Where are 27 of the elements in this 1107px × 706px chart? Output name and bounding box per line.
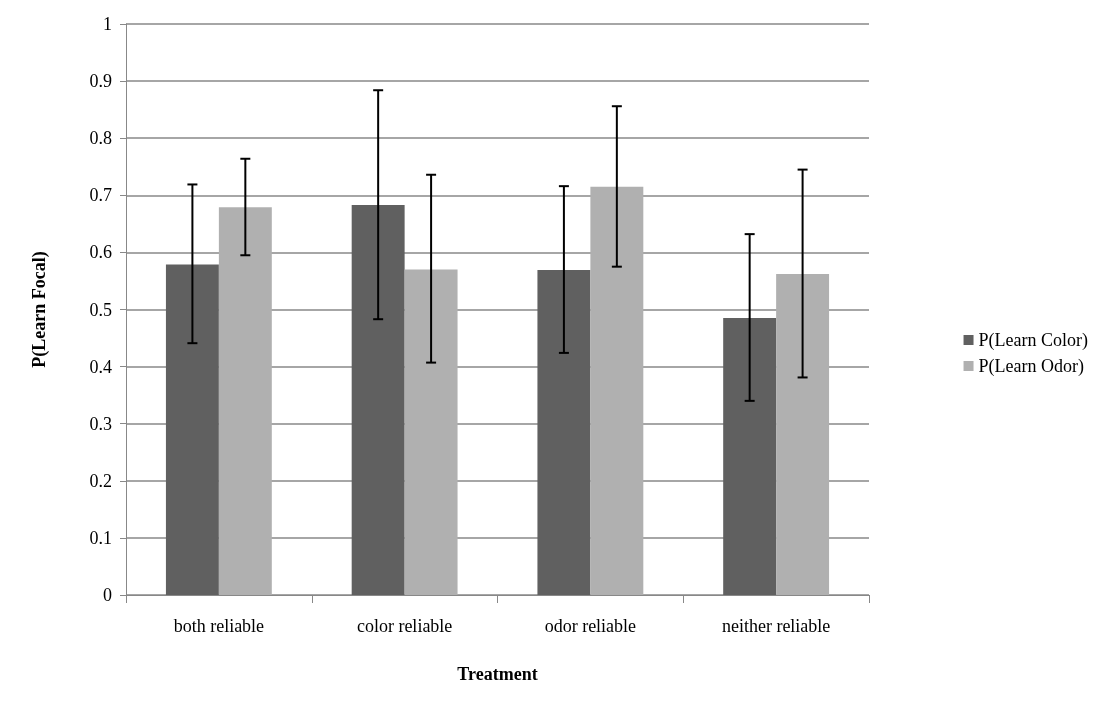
bar	[165, 264, 219, 595]
y-tick-label: 0.5	[89, 299, 112, 320]
x-tick-label: odor reliable	[544, 616, 637, 636]
x-axis-title: Treatment	[457, 664, 538, 684]
legend-label: P(Learn Odor)	[978, 356, 1084, 377]
y-tick-label: 0.8	[89, 128, 112, 149]
y-tick-label: 0.2	[89, 470, 112, 491]
bar	[723, 318, 777, 595]
y-tick-label: 0.3	[89, 413, 112, 434]
x-tick-label: both reliable	[173, 616, 265, 636]
bar	[404, 269, 458, 595]
y-axis-title: P(Learn Focal)	[29, 251, 50, 368]
bar	[537, 270, 591, 595]
y-tick-label: 0.1	[89, 527, 112, 548]
bar	[590, 186, 644, 595]
bar	[218, 207, 272, 595]
y-tick-label: 0.6	[89, 242, 112, 263]
bar	[776, 274, 830, 595]
legend-label: P(Learn Color)	[978, 330, 1089, 351]
y-tick-label: 0	[103, 585, 112, 605]
y-tick-label: 1	[103, 14, 112, 34]
y-tick-label: 0.9	[89, 71, 112, 92]
x-tick-label: color reliable	[356, 616, 453, 636]
x-tick-label: neither reliable	[721, 616, 831, 636]
bar	[351, 205, 405, 595]
y-tick-label: 0.7	[89, 185, 112, 206]
y-tick-label: 0.4	[89, 356, 112, 377]
